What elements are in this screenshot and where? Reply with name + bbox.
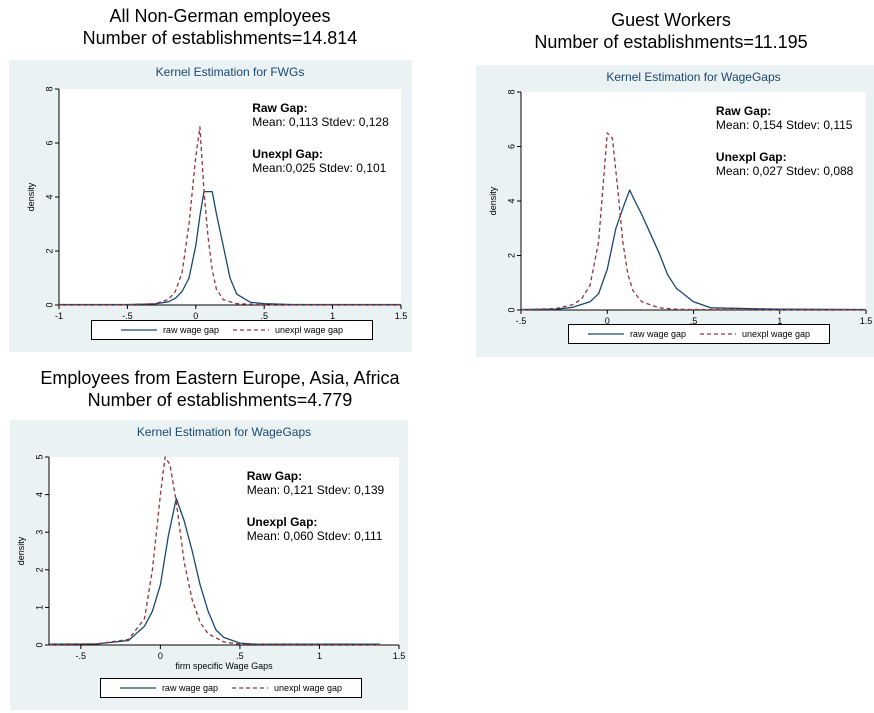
x-tick-label: 1 xyxy=(317,651,322,661)
y-tick-label: 6 xyxy=(506,144,516,149)
x-tick-label: -.5 xyxy=(122,311,133,321)
x-tick-label: 1.5 xyxy=(393,651,406,661)
legend-item-unexpl: unexpl wage gap xyxy=(699,329,811,339)
chart-guest-workers: Guest Workers Number of establishments=1… xyxy=(468,0,874,360)
x-tick-label: 0 xyxy=(605,316,610,326)
x-tick-label: -1 xyxy=(55,311,63,321)
chart-eastern-europe-asia-africa: Employees from Eastern Europe, Asia, Afr… xyxy=(0,368,440,713)
y-tick-label: 0 xyxy=(506,307,516,312)
chart-title: Kernel Estimation for FWGs xyxy=(156,65,305,79)
legend-label-raw: raw wage gap xyxy=(629,329,686,339)
series-unexpl-wage-gap xyxy=(59,126,401,306)
x-tick-label: 0 xyxy=(158,651,163,661)
annotation-raw-gap-heading: Raw Gap: xyxy=(716,104,771,118)
x-tick-label: .5 xyxy=(260,311,268,321)
chart-heading-line2: Number of establishments=4.779 xyxy=(87,390,353,410)
y-tick-label: 8 xyxy=(44,86,54,91)
y-tick-label: 2 xyxy=(506,253,516,258)
chart-heading-line2: Number of establishments=11.195 xyxy=(534,32,808,52)
legend-label-unexpl: unexpl wage gap xyxy=(274,325,344,335)
y-tick-label: 4 xyxy=(506,198,516,203)
x-tick-label: 1.5 xyxy=(860,316,873,326)
chart-heading-line1: Employees from Eastern Europe, Asia, Afr… xyxy=(40,368,400,388)
chart-legend: raw wage gap unexpl wage gap xyxy=(91,320,373,340)
y-tick-label: 2 xyxy=(44,248,54,253)
legend-label-raw: raw wage gap xyxy=(162,325,219,335)
chart-legend: raw wage gap unexpl wage gap xyxy=(100,678,362,698)
series-unexpl-wage-gap xyxy=(520,132,866,311)
legend-item-unexpl: unexpl wage gap xyxy=(232,325,344,335)
chart-heading-line1: Guest Workers xyxy=(611,10,731,30)
x-tick-label: -.5 xyxy=(76,651,87,661)
chart-heading-line1: All Non-German employees xyxy=(109,6,331,26)
annotation-raw-gap-stats: Mean: 0,113 Stdev: 0,128 xyxy=(252,115,389,129)
series-unexpl-wage-gap xyxy=(48,456,380,646)
chart-legend: raw wage gap unexpl wage gap xyxy=(568,324,830,344)
annotation-unexpl-gap-stats: Mean:0,025 Stdev: 0,101 xyxy=(252,161,386,175)
legend-item-raw: raw wage gap xyxy=(587,329,686,339)
y-axis-label: density xyxy=(16,536,26,565)
y-axis-label: density xyxy=(26,182,36,211)
series-raw-wage-gap xyxy=(59,190,401,306)
plot-region xyxy=(49,457,399,645)
y-tick-label: 5 xyxy=(34,454,44,459)
legend-label-raw: raw wage gap xyxy=(161,683,218,693)
chart-title: Kernel Estimation for WageGaps xyxy=(137,425,311,439)
annotation-unexpl-gap-stats: Mean: 0,027 Stdev: 0,088 xyxy=(716,164,854,178)
chart-title: Kernel Estimation for WageGaps xyxy=(606,70,780,84)
x-axis-label: firm specific Wage Gaps xyxy=(175,661,273,671)
annotation-raw-gap-stats: Mean: 0,154 Stdev: 0,115 xyxy=(716,118,853,132)
chart-plot-area: Kernel Estimation for WageGaps 0 1 2 3 4 5 -.5 0… xyxy=(16,425,406,671)
plot-region xyxy=(521,92,866,310)
x-tick-label: 1 xyxy=(777,316,782,326)
legend-label-unexpl: unexpl wage gap xyxy=(741,329,811,339)
x-tick-label: 0 xyxy=(193,311,198,321)
chart-heading-line2: Number of establishments=14.814 xyxy=(82,28,358,48)
chart-plot-area: Kernel Estimation for FWGs 0 2 4 6 8 -1 -.5 0 .5 1… xyxy=(26,65,408,331)
annotation-unexpl-gap-heading: Unexpl Gap: xyxy=(716,150,787,164)
series-raw-wage-gap xyxy=(520,189,867,311)
legend-item-unexpl: unexpl wage gap xyxy=(231,683,343,693)
chart-panel: Kernel Estimation for FWGs 0 2 4 6 8 -1 -.5 0 .5 1… xyxy=(9,60,412,352)
x-tick-label: .5 xyxy=(690,316,698,326)
y-tick-label: 6 xyxy=(44,140,54,145)
annotation-unexpl-gap-heading: Unexpl Gap: xyxy=(247,515,318,529)
legend-item-raw: raw wage gap xyxy=(119,683,218,693)
y-tick-label: 0 xyxy=(44,302,54,307)
series-raw-wage-gap xyxy=(48,497,380,645)
annotation-raw-gap-stats: Mean: 0,121 Stdev: 0,139 xyxy=(247,483,385,497)
annotation-unexpl-gap-stats: Mean: 0,060 Stdev: 0,111 xyxy=(247,529,383,543)
legend-label-unexpl: unexpl wage gap xyxy=(273,683,343,693)
y-axis-label: density xyxy=(488,186,498,215)
annotation-raw-gap-heading: Raw Gap: xyxy=(252,101,307,115)
y-tick-label: 1 xyxy=(34,605,44,610)
chart-all-non-german: All Non-German employees Number of estab… xyxy=(0,0,440,360)
plot-region xyxy=(59,89,401,305)
y-tick-label: 8 xyxy=(506,89,516,94)
chart-panel: Kernel Estimation for WageGaps 0 2 4 6 8 -.5 0.… xyxy=(476,65,874,357)
x-tick-label: 1 xyxy=(330,311,335,321)
x-tick-label: 1.5 xyxy=(395,311,408,321)
y-tick-label: 4 xyxy=(44,194,54,199)
y-tick-label: 3 xyxy=(34,530,44,535)
y-tick-label: 4 xyxy=(34,492,44,497)
y-tick-label: 0 xyxy=(34,642,44,647)
x-tick-label: -.5 xyxy=(516,316,527,326)
x-tick-label: .5 xyxy=(236,651,244,661)
annotation-raw-gap-heading: Raw Gap: xyxy=(247,469,302,483)
chart-panel: Kernel Estimation for WageGaps 0 1 2 3 4 5 -.5 0… xyxy=(10,420,408,710)
annotation-unexpl-gap-heading: Unexpl Gap: xyxy=(252,147,323,161)
legend-item-raw: raw wage gap xyxy=(120,325,219,335)
y-tick-label: 2 xyxy=(34,567,44,572)
